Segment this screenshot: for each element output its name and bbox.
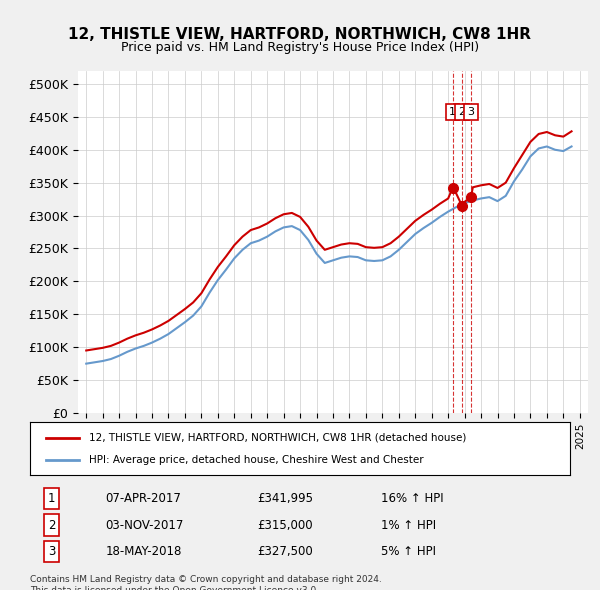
Text: 2: 2: [458, 107, 466, 117]
Text: 16% ↑ HPI: 16% ↑ HPI: [381, 492, 443, 505]
Text: £341,995: £341,995: [257, 492, 313, 505]
Text: £315,000: £315,000: [257, 519, 313, 532]
Text: 18-MAY-2018: 18-MAY-2018: [106, 545, 182, 558]
Text: 12, THISTLE VIEW, HARTFORD, NORTHWICH, CW8 1HR (detached house): 12, THISTLE VIEW, HARTFORD, NORTHWICH, C…: [89, 433, 467, 442]
Text: 07-APR-2017: 07-APR-2017: [106, 492, 181, 505]
Text: 5% ↑ HPI: 5% ↑ HPI: [381, 545, 436, 558]
Text: Contains HM Land Registry data © Crown copyright and database right 2024.
This d: Contains HM Land Registry data © Crown c…: [30, 575, 382, 590]
Text: 12, THISTLE VIEW, HARTFORD, NORTHWICH, CW8 1HR: 12, THISTLE VIEW, HARTFORD, NORTHWICH, C…: [68, 27, 532, 41]
Text: HPI: Average price, detached house, Cheshire West and Chester: HPI: Average price, detached house, Ches…: [89, 455, 424, 465]
Text: 1: 1: [449, 107, 456, 117]
Text: £327,500: £327,500: [257, 545, 313, 558]
Text: 2: 2: [48, 519, 55, 532]
Text: Price paid vs. HM Land Registry's House Price Index (HPI): Price paid vs. HM Land Registry's House …: [121, 41, 479, 54]
Text: 3: 3: [48, 545, 55, 558]
Text: 03-NOV-2017: 03-NOV-2017: [106, 519, 184, 532]
Text: 1% ↑ HPI: 1% ↑ HPI: [381, 519, 436, 532]
Text: 3: 3: [467, 107, 475, 117]
Text: 1: 1: [48, 492, 55, 505]
